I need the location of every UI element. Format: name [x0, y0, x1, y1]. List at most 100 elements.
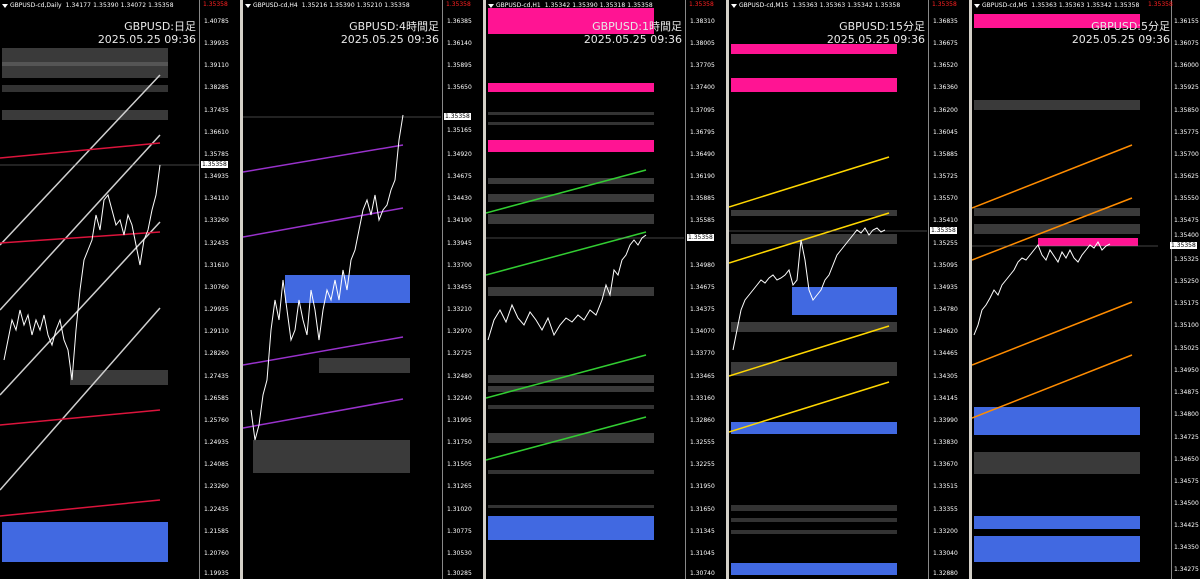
price-tick: 1.35785 — [204, 151, 229, 158]
chart-panel-m15[interactable]: GBPUSD-cd,M15 1.35363 1.35363 1.35342 1.3… — [729, 0, 969, 579]
price-tick: 1.35625 — [1174, 173, 1199, 180]
chart-panel-daily[interactable]: GBPUSD-cd,Daily 1.34177 1.35390 1.34072 1… — [0, 0, 240, 579]
price-tick: 1.36490 — [690, 151, 715, 158]
chart-canvas — [972, 14, 1158, 562]
chart-header: GBPUSD-cd,H4 1.35216 1.35390 1.35210 1.35… — [245, 2, 410, 9]
price-tick: 1.36835 — [933, 18, 958, 25]
price-tick: 1.35885 — [933, 151, 958, 158]
price-tick: 1.20760 — [204, 550, 229, 557]
timeframe-label: GBPUSD:15分足 — [839, 20, 925, 33]
collapse-triangle-icon[interactable] — [245, 3, 251, 8]
price-tick: 1.33355 — [933, 506, 958, 513]
price-tick: 1.35570 — [933, 195, 958, 202]
collapse-triangle-icon[interactable] — [2, 3, 8, 8]
price-tick: 1.34275 — [1174, 566, 1199, 573]
price-tick: 1.31020 — [447, 506, 472, 513]
price-axis[interactable]: 1.35358 1.36835 1.36675 1.36520 1.36360 … — [928, 0, 969, 579]
price-tick: 1.35585 — [690, 217, 715, 224]
timestamp-label: 2025.05.25 09:36 — [340, 33, 439, 46]
price-tick: 1.35250 — [1174, 278, 1199, 285]
price-tick: 1.33945 — [447, 240, 472, 247]
price-tick: 1.32970 — [447, 328, 472, 335]
price-tick: 1.39110 — [204, 62, 229, 69]
timeframe-label: GBPUSD:1時間足 — [592, 20, 682, 33]
price-tick: 1.24935 — [204, 439, 229, 446]
timestamp-label: 2025.05.25 09:36 — [97, 33, 196, 46]
price-tick: 1.30285 — [447, 570, 472, 577]
top-price-label: 1.35358 — [203, 1, 228, 8]
price-tick: 1.33830 — [933, 439, 958, 446]
chart-header: GBPUSD-cd,M5 1.35363 1.35363 1.35342 1.35… — [974, 2, 1139, 9]
top-price-label: 1.35358 — [932, 1, 957, 8]
price-tick: 1.33200 — [933, 528, 958, 535]
price-tick: 1.34675 — [690, 284, 715, 291]
price-tick: 1.19935 — [204, 570, 229, 577]
price-tick: 1.34425 — [1174, 522, 1199, 529]
price-tick: 1.35925 — [1174, 84, 1199, 91]
chart-panel-h4[interactable]: GBPUSD-cd,H4 1.35216 1.35390 1.35210 1.35… — [243, 0, 483, 579]
price-tick: 1.31650 — [690, 506, 715, 513]
price-tick: 1.34950 — [1174, 367, 1199, 374]
timestamp-label: 2025.05.25 09:36 — [583, 33, 682, 46]
chart-header: GBPUSD-cd,M15 1.35363 1.35363 1.35342 1.3… — [731, 2, 900, 9]
price-tick: 1.35255 — [933, 240, 958, 247]
price-tick: 1.35400 — [1174, 232, 1199, 239]
current-price-marker: 1.35358 — [687, 234, 714, 241]
chart-panel-m5[interactable]: GBPUSD-cd,M5 1.35363 1.35363 1.35342 1.35… — [972, 0, 1200, 579]
price-tick: 1.33465 — [690, 373, 715, 380]
chart-panel-h1[interactable]: GBPUSD-cd,H1 1.35342 1.35390 1.35318 1.35… — [486, 0, 726, 579]
price-tick: 1.32860 — [690, 417, 715, 424]
price-tick: 1.24085 — [204, 461, 229, 468]
price-axis[interactable]: 1.35358 1.36155 1.36075 1.36000 1.35925 … — [1148, 0, 1200, 579]
price-tick: 1.37435 — [204, 107, 229, 114]
price-axis[interactable]: 1.35358 1.40785 1.39935 1.39110 1.38285 … — [199, 0, 240, 579]
price-axis[interactable]: 1.35358 1.38310 1.38005 1.37705 1.37400 … — [685, 0, 726, 579]
price-tick: 1.36000 — [1174, 62, 1199, 69]
ohlc-label: 1.35342 1.35390 1.35318 1.35358 — [544, 2, 653, 9]
price-tick: 1.31345 — [690, 528, 715, 535]
price-axis[interactable]: 1.35358 1.36385 1.36140 1.35895 1.35650 … — [442, 0, 483, 579]
top-price-label: 1.35358 — [1148, 1, 1173, 8]
collapse-triangle-icon[interactable] — [488, 3, 494, 8]
price-tick: 1.34780 — [933, 306, 958, 313]
price-tick: 1.28260 — [204, 350, 229, 357]
price-tick: 1.36795 — [690, 129, 715, 136]
symbol-label: GBPUSD-cd,Daily — [10, 2, 62, 9]
price-tick: 1.22435 — [204, 506, 229, 513]
price-tick: 1.31750 — [447, 439, 472, 446]
timestamp-label: 2025.05.25 09:36 — [1071, 33, 1170, 46]
top-price-label: 1.35358 — [689, 1, 714, 8]
price-tick: 1.31265 — [447, 483, 472, 490]
price-tick: 1.33770 — [690, 350, 715, 357]
price-tick: 1.36155 — [1174, 18, 1199, 25]
price-tick: 1.34650 — [1174, 456, 1199, 463]
price-tick: 1.30775 — [447, 528, 472, 535]
timeframe-label: GBPUSD:日足 — [124, 20, 196, 33]
collapse-triangle-icon[interactable] — [731, 3, 737, 8]
price-tick: 1.36385 — [447, 18, 472, 25]
price-tick: 1.35165 — [447, 127, 472, 134]
chart-canvas — [243, 114, 441, 473]
price-tick: 1.34935 — [204, 173, 229, 180]
price-tick: 1.34430 — [447, 195, 472, 202]
top-price-label: 1.35358 — [446, 1, 471, 8]
price-tick: 1.36045 — [933, 129, 958, 136]
price-tick: 1.37095 — [690, 107, 715, 114]
price-tick: 1.34920 — [447, 151, 472, 158]
price-tick: 1.33670 — [933, 461, 958, 468]
price-tick: 1.32435 — [204, 240, 229, 247]
timestamp-label: 2025.05.25 09:36 — [826, 33, 925, 46]
collapse-triangle-icon[interactable] — [974, 3, 980, 8]
price-tick: 1.35100 — [1174, 322, 1199, 329]
price-tick: 1.31610 — [204, 262, 229, 269]
price-tick: 1.30740 — [690, 570, 715, 577]
price-tick: 1.32480 — [447, 373, 472, 380]
current-price-marker: 1.35358 — [201, 161, 228, 168]
price-tick: 1.35175 — [1174, 300, 1199, 307]
ohlc-label: 1.35216 1.35390 1.35210 1.35358 — [301, 2, 410, 9]
price-tick: 1.32880 — [933, 570, 958, 577]
ohlc-label: 1.35363 1.35363 1.35342 1.35358 — [1031, 2, 1140, 9]
price-tick: 1.34875 — [1174, 389, 1199, 396]
price-tick: 1.35550 — [1174, 195, 1199, 202]
price-tick: 1.26585 — [204, 395, 229, 402]
